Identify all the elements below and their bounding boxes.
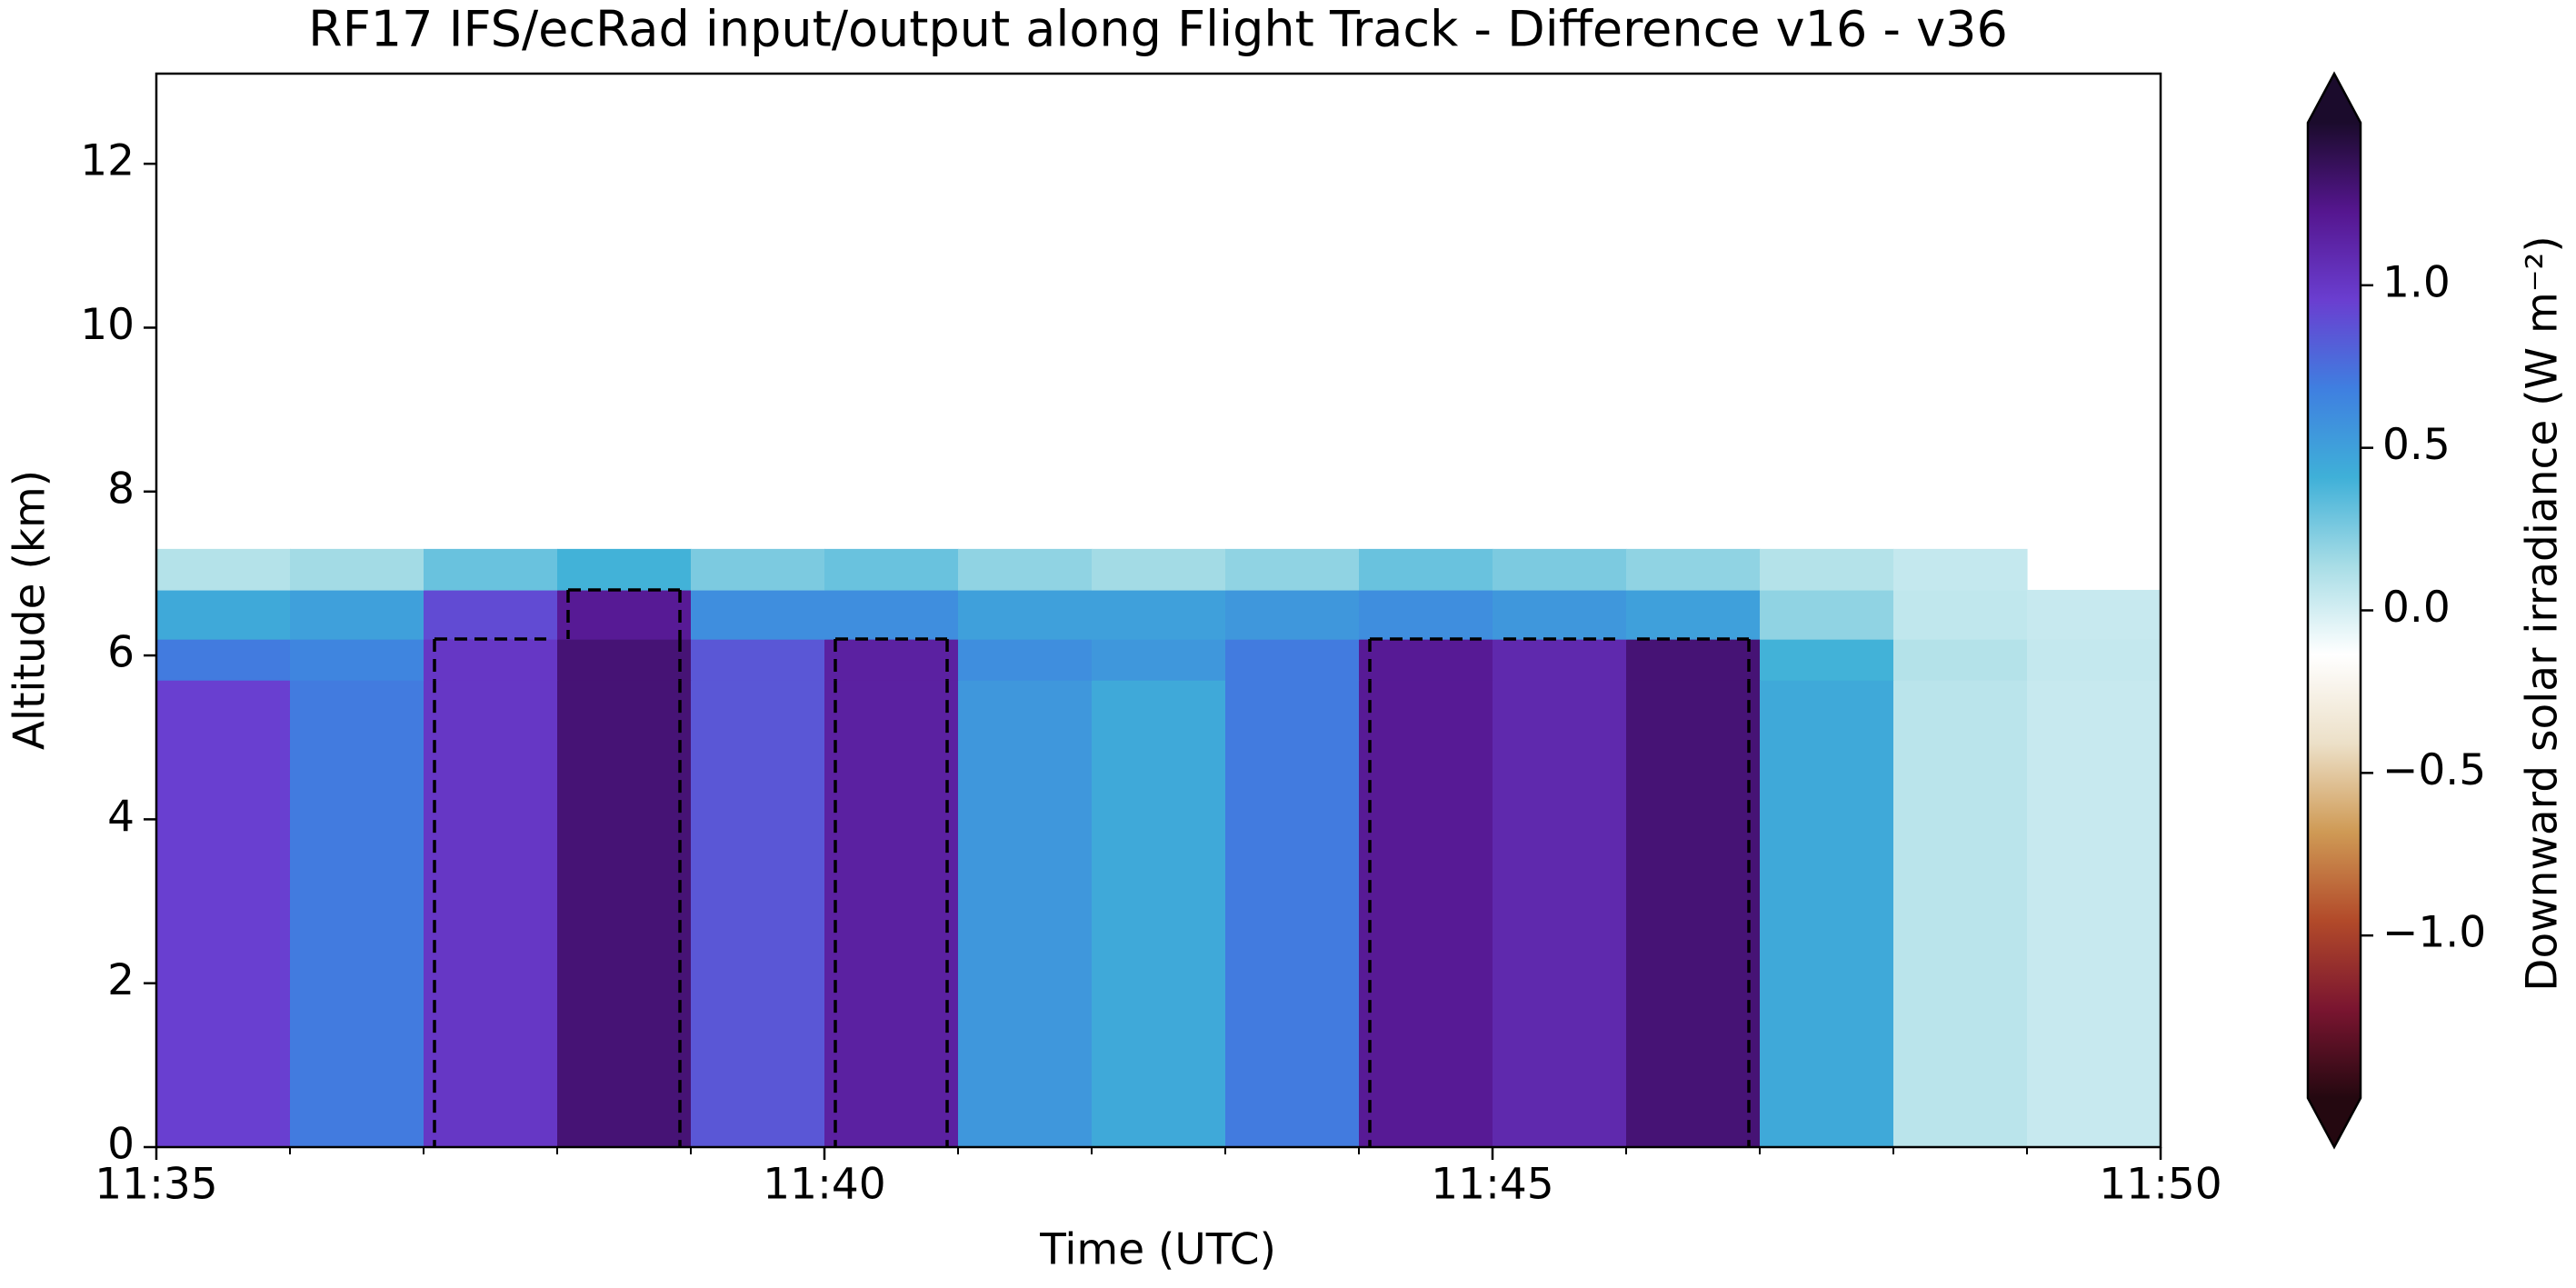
heatmap-cell	[691, 680, 825, 1148]
colorbar-tick-label: 1.0	[2382, 257, 2451, 307]
heatmap-cell	[1225, 548, 1360, 591]
heatmap-cell	[1493, 680, 1627, 1148]
heatmap-cell	[557, 589, 692, 640]
heatmap-cell	[156, 589, 291, 640]
y-tick-label: 10	[80, 300, 135, 350]
y-tick-label: 4	[107, 792, 135, 842]
heatmap-cell	[1359, 548, 1493, 591]
y-axis-label: Altitude (km)	[5, 470, 55, 750]
heatmap-cell	[1359, 589, 1493, 640]
x-tick-label: 11:40	[763, 1160, 885, 1210]
heatmap-cell	[1092, 589, 1226, 640]
heatmap-cell	[824, 680, 959, 1148]
heatmap-cell	[424, 548, 558, 591]
heatmap-cell	[824, 548, 959, 591]
x-tick-label: 11:50	[2099, 1160, 2222, 1210]
heatmap-cell	[1760, 680, 1894, 1148]
heatmap-cell	[958, 548, 1093, 591]
y-tick-label: 12	[80, 136, 135, 186]
heatmap-cell	[1893, 639, 2028, 681]
heatmap-cell	[1760, 589, 1894, 640]
heatmap-cell	[824, 639, 959, 681]
heatmap-cell	[557, 548, 692, 591]
heatmap-cell	[1225, 680, 1360, 1148]
plot-frame	[155, 72, 2162, 1149]
heatmap-cell	[1626, 680, 1761, 1148]
heatmap-cell	[156, 680, 291, 1148]
heatmap-cell	[1493, 589, 1627, 640]
heatmap-cell	[1626, 548, 1761, 591]
heatmap-cell	[1359, 639, 1493, 681]
heatmap-cell	[1493, 548, 1627, 591]
heatmap-cell	[691, 639, 825, 681]
heatmap-cell	[156, 639, 291, 681]
colorbar-tick-label: 0.0	[2382, 583, 2451, 633]
y-tick-label: 8	[107, 464, 135, 514]
y-tick-label: 2	[107, 955, 135, 1005]
x-axis-label: Time (UTC)	[1039, 1225, 1276, 1275]
heatmap-cell	[290, 589, 424, 640]
heatmap-cell	[1092, 639, 1226, 681]
heatmap-cell	[557, 680, 692, 1148]
heatmap-cell	[1092, 548, 1226, 591]
colorbar-extension-top	[2308, 74, 2361, 123]
heatmap-cell	[691, 589, 825, 640]
heatmap-cell	[1893, 589, 2028, 640]
heatmap-cell	[1225, 589, 1360, 640]
colorbar-tick-label: 0.5	[2382, 420, 2451, 470]
heatmap-cell	[2027, 680, 2162, 1148]
heatmap-cell	[424, 680, 558, 1148]
heatmap-cell	[958, 680, 1093, 1148]
x-tick-label: 11:45	[1431, 1160, 1553, 1210]
heatmap-cell	[958, 589, 1093, 640]
heatmap-cell	[424, 589, 558, 640]
x-tick-label: 11:35	[95, 1160, 217, 1210]
heatmap-cell	[1760, 548, 1894, 591]
colorbar-label: Downward solar irradiance (W m⁻²)	[2518, 235, 2568, 991]
heatmap-cell	[290, 680, 424, 1148]
heatmap-cell	[2027, 589, 2162, 640]
heatmap-cell	[1225, 639, 1360, 681]
heatmap	[156, 548, 2162, 1148]
heatmap-cell	[557, 639, 692, 681]
heatmap-cell	[1493, 639, 1627, 681]
heatmap-cell	[1359, 680, 1493, 1148]
heatmap-cell	[1626, 589, 1761, 640]
chart-title: RF17 IFS/ecRad input/output along Flight…	[308, 1, 2008, 58]
heatmap-cell	[2027, 639, 2162, 681]
colorbar-tick-label: −0.5	[2382, 745, 2486, 795]
heatmap-cell	[1893, 680, 2028, 1148]
heatmap-cell	[691, 548, 825, 591]
heatmap-cell	[1626, 639, 1761, 681]
heatmap-cell	[290, 548, 424, 591]
y-tick-label: 6	[107, 628, 135, 678]
y-tick-label: 0	[107, 1120, 135, 1170]
heatmap-cell	[424, 639, 558, 681]
heatmap-cell	[824, 589, 959, 640]
colorbar	[2308, 123, 2361, 1098]
colorbar-extension-bottom	[2308, 1098, 2361, 1147]
heatmap-cell	[958, 639, 1093, 681]
heatmap-cell	[290, 639, 424, 681]
heatmap-cell	[156, 548, 291, 591]
colorbar-tick-label: −1.0	[2382, 908, 2486, 958]
heatmap-cell	[1893, 548, 2028, 591]
heatmap-cell	[1092, 680, 1226, 1148]
heatmap-cell	[1760, 639, 1894, 681]
colorbar-frame	[2306, 71, 2362, 1150]
